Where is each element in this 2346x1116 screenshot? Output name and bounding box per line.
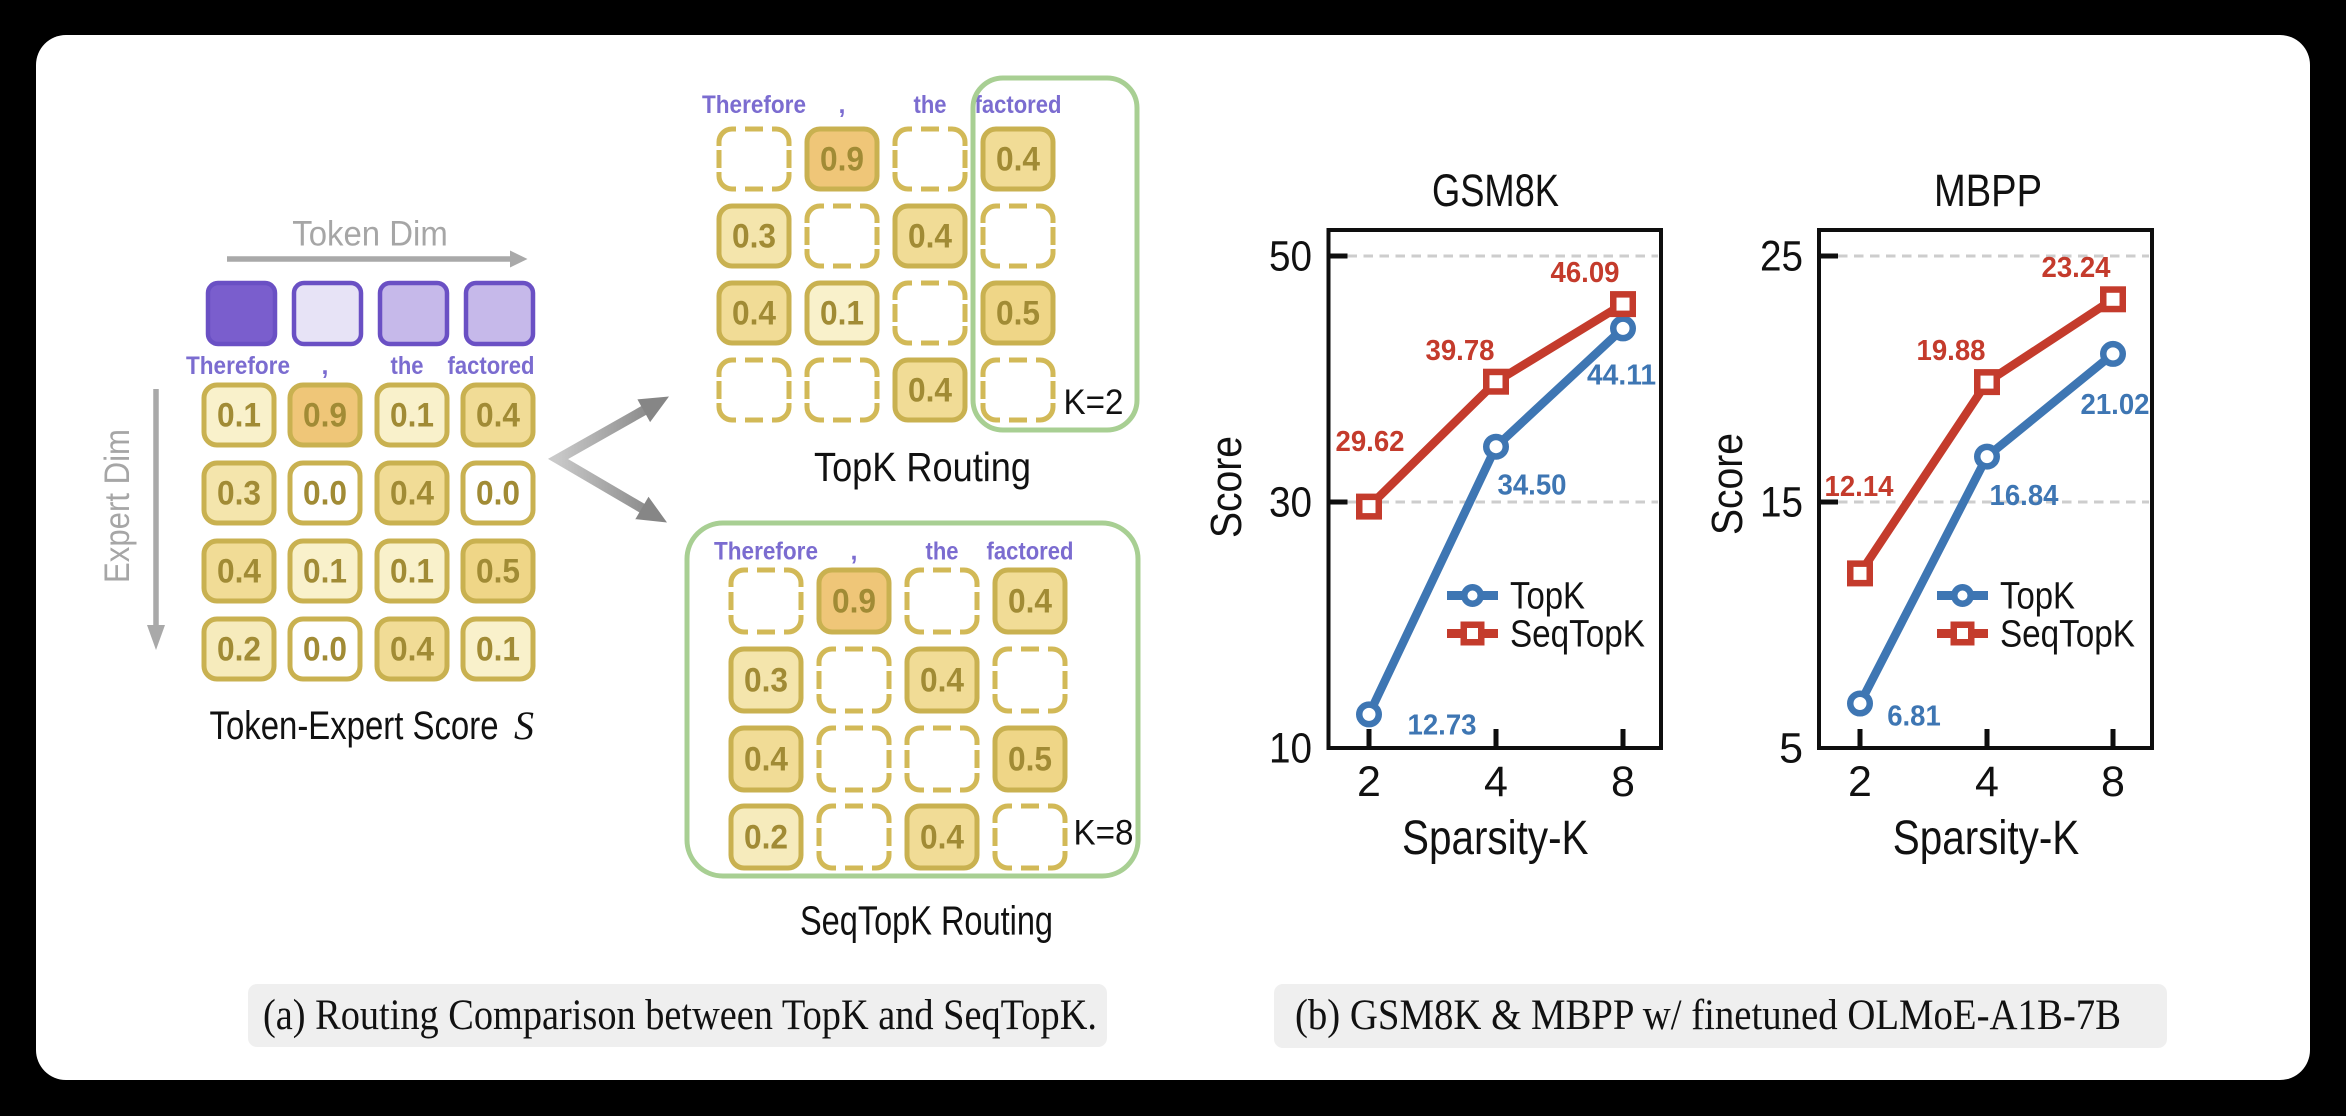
svg-text:0.4: 0.4 — [390, 475, 434, 513]
svg-text:2: 2 — [1357, 758, 1381, 806]
svg-text:0.2: 0.2 — [744, 819, 788, 857]
svg-text:10: 10 — [1269, 725, 1312, 773]
svg-text:(b) GSM8K & MBPP w/ finetuned: (b) GSM8K & MBPP w/ finetuned OLMoE-A1B-… — [1295, 992, 2121, 1039]
svg-text:the: the — [926, 538, 959, 566]
svg-text:factored: factored — [448, 352, 535, 380]
svg-text:34.50: 34.50 — [1498, 470, 1567, 502]
svg-text:Token-Expert Score: Token-Expert Score — [210, 704, 499, 748]
svg-text:5: 5 — [1779, 725, 1803, 773]
svg-text:Expert Dim: Expert Dim — [98, 429, 137, 583]
svg-text:K=8: K=8 — [1074, 814, 1134, 853]
svg-text:30: 30 — [1269, 479, 1312, 527]
svg-text:Therefore: Therefore — [714, 538, 818, 566]
svg-text:Token Dim: Token Dim — [292, 215, 448, 254]
svg-text:TopK: TopK — [1510, 576, 1585, 618]
svg-text:0.3: 0.3 — [732, 218, 776, 256]
svg-text:29.62: 29.62 — [1336, 426, 1405, 458]
svg-text:0.1: 0.1 — [390, 553, 434, 591]
svg-text:0.4: 0.4 — [908, 218, 952, 256]
svg-text:4: 4 — [1975, 758, 1999, 806]
svg-text:21.02: 21.02 — [2081, 389, 2150, 421]
svg-text:44.11: 44.11 — [1587, 360, 1656, 392]
svg-text:Sparsity-K: Sparsity-K — [1402, 812, 1589, 865]
svg-text:50: 50 — [1269, 233, 1312, 281]
svg-text:Score: Score — [1202, 436, 1251, 538]
svg-text:0.5: 0.5 — [476, 553, 520, 591]
svg-text:(a) Routing Comparison between: (a) Routing Comparison between TopK and … — [263, 992, 1097, 1039]
svg-text:factored: factored — [975, 91, 1062, 119]
svg-text:,: , — [839, 91, 846, 119]
svg-text:0.4: 0.4 — [1008, 583, 1052, 621]
svg-text:0.1: 0.1 — [217, 397, 261, 435]
svg-text:16.84: 16.84 — [1990, 480, 2059, 512]
svg-text:0.0: 0.0 — [303, 631, 347, 669]
svg-text:0.5: 0.5 — [996, 295, 1040, 333]
svg-text:0.1: 0.1 — [820, 295, 864, 333]
svg-text:0.4: 0.4 — [920, 819, 964, 857]
svg-text:Therefore: Therefore — [702, 91, 806, 119]
svg-text:,: , — [322, 352, 329, 380]
svg-text:factored: factored — [987, 538, 1074, 566]
svg-text:Sparsity-K: Sparsity-K — [1893, 812, 2080, 865]
svg-text:0.1: 0.1 — [303, 553, 347, 591]
svg-text:19.88: 19.88 — [1917, 335, 1986, 367]
svg-text:0.4: 0.4 — [744, 741, 788, 779]
svg-text:0.4: 0.4 — [908, 372, 952, 410]
svg-text:15: 15 — [1760, 479, 1803, 527]
svg-text:6.81: 6.81 — [1887, 701, 1941, 733]
svg-text:0.1: 0.1 — [476, 631, 520, 669]
svg-text:0.4: 0.4 — [217, 553, 261, 591]
svg-text:0.3: 0.3 — [217, 475, 261, 513]
svg-text:12.73: 12.73 — [1408, 710, 1477, 742]
svg-text:46.09: 46.09 — [1551, 257, 1620, 289]
svg-text:S: S — [514, 703, 534, 748]
svg-text:SeqTopK: SeqTopK — [2000, 614, 2135, 656]
svg-text:TopK: TopK — [2000, 576, 2075, 618]
svg-text:MBPP: MBPP — [1934, 165, 2042, 216]
svg-text:0.4: 0.4 — [390, 631, 434, 669]
svg-text:39.78: 39.78 — [1426, 335, 1495, 367]
svg-text:0.4: 0.4 — [476, 397, 520, 435]
svg-text:0.4: 0.4 — [732, 295, 776, 333]
svg-text:0.5: 0.5 — [1008, 741, 1052, 779]
svg-text:0.0: 0.0 — [476, 475, 520, 513]
svg-text:K=2: K=2 — [1064, 383, 1124, 422]
svg-text:8: 8 — [1611, 758, 1635, 806]
svg-text:25: 25 — [1760, 233, 1803, 281]
svg-text:12.14: 12.14 — [1825, 471, 1894, 503]
svg-text:SeqTopK Routing: SeqTopK Routing — [800, 898, 1053, 944]
svg-text:0.1: 0.1 — [390, 397, 434, 435]
svg-text:0.2: 0.2 — [217, 631, 261, 669]
svg-text:0.0: 0.0 — [303, 475, 347, 513]
svg-text:the: the — [914, 91, 947, 119]
svg-text:GSM8K: GSM8K — [1432, 165, 1559, 216]
svg-text:0.3: 0.3 — [744, 662, 788, 700]
svg-text:0.4: 0.4 — [996, 141, 1040, 179]
svg-text:,: , — [851, 538, 858, 566]
svg-text:0.9: 0.9 — [303, 397, 347, 435]
svg-text:8: 8 — [2101, 758, 2125, 806]
svg-text:Therefore: Therefore — [186, 352, 290, 380]
svg-text:Score: Score — [1703, 433, 1752, 535]
svg-text:the: the — [391, 352, 424, 380]
svg-text:TopK Routing: TopK Routing — [814, 444, 1031, 490]
svg-text:2: 2 — [1848, 758, 1872, 806]
svg-text:4: 4 — [1484, 758, 1508, 806]
svg-text:23.24: 23.24 — [2042, 252, 2111, 284]
svg-text:0.4: 0.4 — [920, 662, 964, 700]
svg-text:0.9: 0.9 — [820, 141, 864, 179]
svg-text:SeqTopK: SeqTopK — [1510, 614, 1645, 656]
svg-text:0.9: 0.9 — [832, 583, 876, 621]
